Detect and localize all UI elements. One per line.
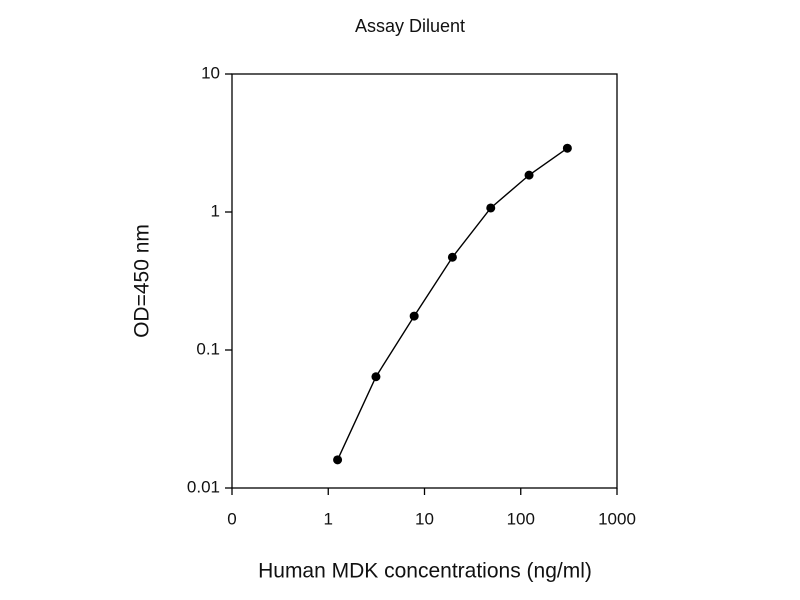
- x-tick-label: 1: [324, 509, 333, 528]
- x-axis-title: Human MDK concentrations (ng/ml): [258, 560, 592, 583]
- y-tick-label: 10: [201, 63, 220, 82]
- data-point: [447, 252, 457, 262]
- data-point: [409, 311, 419, 321]
- y-tick-label: 0.01: [187, 477, 220, 496]
- data-point: [562, 143, 572, 153]
- x-tick-label: 1000: [598, 509, 636, 528]
- data-point: [524, 170, 534, 180]
- y-tick-label: 1: [211, 201, 220, 220]
- y-axis-title: OD=450 nm: [131, 224, 154, 338]
- data-point: [486, 203, 496, 213]
- y-tick-label: 0.1: [196, 339, 220, 358]
- x-tick-label: 0: [227, 509, 236, 528]
- x-tick-label: 100: [507, 509, 535, 528]
- x-tick-label: 10: [415, 509, 434, 528]
- data-point: [371, 372, 381, 382]
- data-point: [333, 455, 343, 465]
- chart-title: Assay Diluent: [355, 16, 465, 36]
- plot-frame: [231, 73, 618, 489]
- series-line: [336, 147, 568, 461]
